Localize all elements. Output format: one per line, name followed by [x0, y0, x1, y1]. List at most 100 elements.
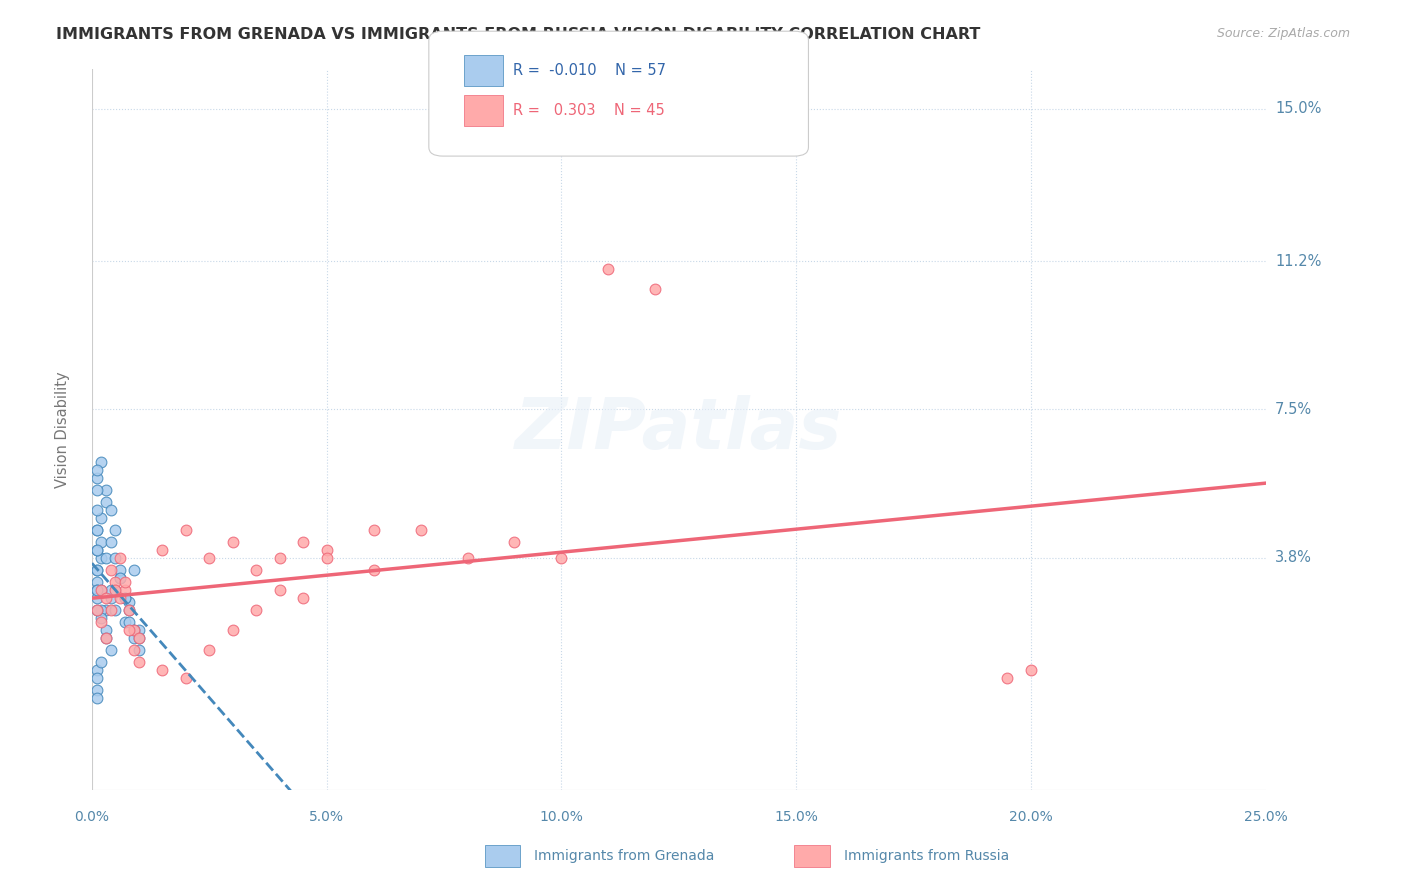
Point: [86, 591, 108, 605]
Point: [644, 282, 666, 296]
Point: [114, 591, 136, 605]
Point: [104, 550, 127, 565]
Point: [118, 603, 141, 617]
Text: Immigrants from Russia: Immigrants from Russia: [844, 849, 1010, 863]
Point: [118, 615, 141, 629]
Text: Immigrants from Grenada: Immigrants from Grenada: [534, 849, 714, 863]
Point: [598, 262, 620, 277]
Point: [94, 494, 117, 508]
Text: ZIPatlas: ZIPatlas: [515, 395, 842, 464]
Point: [108, 563, 131, 577]
Point: [503, 534, 526, 549]
Point: [245, 603, 267, 617]
Point: [104, 582, 127, 597]
Point: [122, 631, 145, 645]
Point: [100, 502, 122, 516]
Point: [269, 582, 291, 597]
Point: [94, 603, 117, 617]
Point: [86, 671, 108, 685]
Point: [108, 571, 131, 585]
Text: Source: ZipAtlas.com: Source: ZipAtlas.com: [1216, 27, 1350, 40]
Point: [100, 563, 122, 577]
Point: [108, 571, 131, 585]
Point: [222, 623, 245, 637]
Point: [174, 523, 197, 537]
Point: [104, 574, 127, 589]
Point: [550, 550, 572, 565]
Point: [100, 582, 122, 597]
Point: [174, 671, 197, 685]
Point: [90, 582, 112, 597]
Point: [94, 591, 117, 605]
Point: [94, 483, 117, 497]
Point: [100, 603, 122, 617]
Point: [128, 655, 150, 669]
Point: [94, 631, 117, 645]
Point: [90, 510, 112, 524]
Text: 15.0%: 15.0%: [775, 811, 818, 824]
Text: 20.0%: 20.0%: [1010, 811, 1053, 824]
Point: [995, 671, 1018, 685]
Point: [86, 563, 108, 577]
Point: [90, 534, 112, 549]
Point: [122, 623, 145, 637]
Point: [86, 683, 108, 698]
Point: [90, 615, 112, 629]
Point: [86, 523, 108, 537]
Point: [292, 534, 315, 549]
Point: [114, 582, 136, 597]
Point: [363, 523, 385, 537]
Point: [150, 663, 173, 677]
Text: 7.5%: 7.5%: [1275, 402, 1312, 417]
Point: [128, 643, 150, 657]
Point: [114, 574, 136, 589]
Point: [269, 550, 291, 565]
Point: [122, 563, 145, 577]
Point: [108, 550, 131, 565]
Point: [86, 603, 108, 617]
Point: [104, 582, 127, 597]
Point: [104, 603, 127, 617]
Point: [100, 643, 122, 657]
Point: [128, 631, 150, 645]
Point: [118, 603, 141, 617]
Point: [128, 623, 150, 637]
Point: [363, 563, 385, 577]
Point: [114, 615, 136, 629]
Point: [86, 574, 108, 589]
Text: Vision Disability: Vision Disability: [55, 371, 70, 488]
Point: [198, 643, 221, 657]
Point: [222, 534, 245, 549]
Point: [86, 582, 108, 597]
Point: [409, 523, 432, 537]
Point: [86, 691, 108, 706]
Point: [86, 603, 108, 617]
Point: [90, 611, 112, 625]
Point: [315, 550, 337, 565]
Point: [198, 550, 221, 565]
Point: [108, 591, 131, 605]
Text: 15.0%: 15.0%: [1275, 101, 1322, 116]
Point: [90, 603, 112, 617]
Point: [104, 523, 127, 537]
Text: 10.0%: 10.0%: [540, 811, 583, 824]
Point: [90, 582, 112, 597]
Point: [1019, 663, 1042, 677]
Point: [118, 595, 141, 609]
Point: [86, 470, 108, 484]
Point: [90, 454, 112, 468]
Text: 3.8%: 3.8%: [1275, 550, 1312, 566]
Text: 0.0%: 0.0%: [75, 811, 110, 824]
Point: [245, 563, 267, 577]
Point: [86, 663, 108, 677]
Point: [86, 462, 108, 476]
Point: [94, 631, 117, 645]
Point: [122, 623, 145, 637]
Point: [118, 623, 141, 637]
Text: 11.2%: 11.2%: [1275, 253, 1322, 268]
Point: [86, 523, 108, 537]
Point: [94, 623, 117, 637]
Point: [94, 550, 117, 565]
Point: [457, 550, 479, 565]
Point: [86, 582, 108, 597]
